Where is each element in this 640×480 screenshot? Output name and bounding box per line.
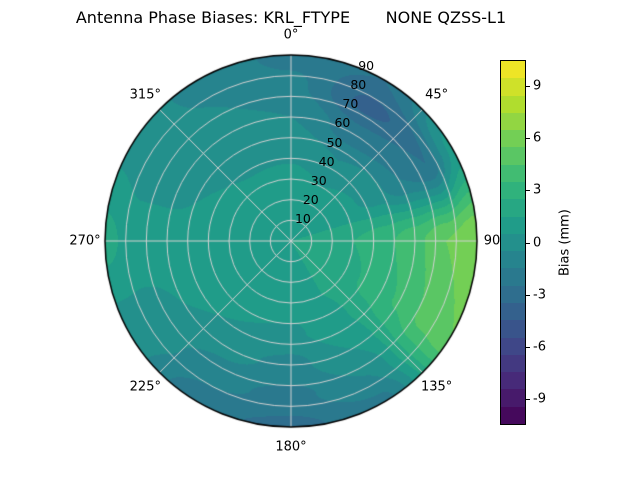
colorbar-axis-label: Bias (mm) bbox=[557, 209, 573, 276]
angular-tick-label: 45° bbox=[425, 87, 449, 103]
colorbar-tick-mark bbox=[526, 294, 530, 296]
colorbar-band bbox=[501, 181, 525, 200]
colorbar-band bbox=[501, 406, 525, 424]
colorbar-tick-label: 3 bbox=[533, 182, 542, 198]
colorbar-tick-label: 0 bbox=[533, 235, 542, 250]
colorbar-band bbox=[501, 319, 525, 338]
colorbar-tick-mark bbox=[526, 398, 530, 400]
colorbar-tick-mark bbox=[526, 242, 530, 244]
colorbar-band bbox=[501, 129, 525, 148]
colorbar-band bbox=[501, 302, 525, 321]
radial-tick-label: 60 bbox=[334, 115, 351, 131]
colorbar-band bbox=[501, 285, 525, 303]
colorbar-band bbox=[501, 61, 525, 79]
colorbar bbox=[500, 60, 526, 425]
angular-tick-label: 0° bbox=[283, 27, 299, 43]
colorbar-band bbox=[501, 267, 525, 286]
colorbar-band bbox=[501, 198, 525, 217]
colorbar-tick-label: -6 bbox=[533, 339, 546, 355]
colorbar-tick-label: 6 bbox=[533, 130, 542, 146]
colorbar-band bbox=[501, 215, 525, 234]
colorbar-band bbox=[501, 146, 525, 165]
radial-tick-label: 80 bbox=[350, 77, 367, 92]
colorbar-tick-mark bbox=[526, 86, 530, 88]
radial-tick-label: 30 bbox=[310, 172, 327, 188]
colorbar-band bbox=[501, 164, 525, 182]
colorbar-band bbox=[501, 94, 525, 113]
colorbar-band bbox=[501, 371, 525, 390]
colorbar-band bbox=[501, 233, 525, 252]
radial-tick-label: 70 bbox=[342, 96, 359, 112]
colorbar-band bbox=[501, 388, 525, 407]
angular-tick-label: 90 bbox=[483, 233, 501, 249]
angular-tick-label: 270° bbox=[69, 233, 101, 249]
colorbar-tick-label: -9 bbox=[533, 391, 546, 407]
colorbar-tick-mark bbox=[526, 190, 530, 192]
colorbar-band bbox=[501, 250, 525, 269]
colorbar-band bbox=[501, 77, 525, 96]
colorbar-tick-mark bbox=[526, 138, 530, 140]
radial-tick-label: 50 bbox=[326, 134, 343, 150]
colorbar-band bbox=[501, 354, 525, 373]
angular-tick-label: 315° bbox=[129, 87, 161, 103]
radial-tick-label: 20 bbox=[302, 191, 319, 207]
colorbar-tick-mark bbox=[526, 346, 530, 348]
colorbar-tick-label: -3 bbox=[533, 287, 546, 303]
radial-tick-label: 10 bbox=[294, 210, 311, 226]
colorbar-tick-label: 9 bbox=[533, 78, 542, 94]
colorbar-band bbox=[501, 112, 525, 131]
angular-tick-label: 180° bbox=[275, 439, 307, 455]
radial-tick-label: 40 bbox=[318, 153, 335, 169]
angular-tick-label: 135° bbox=[420, 379, 453, 395]
radial-tick-label: 90 bbox=[358, 57, 375, 73]
colorbar-band bbox=[501, 336, 525, 355]
angular-tick-label: 225° bbox=[129, 379, 161, 395]
